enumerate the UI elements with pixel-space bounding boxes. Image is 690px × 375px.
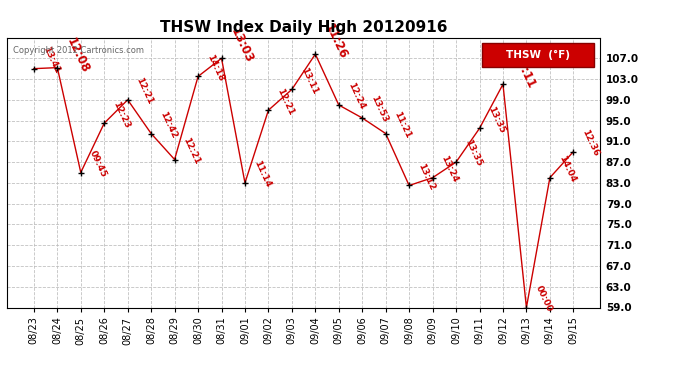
Text: Copyright 2012 Cartronics.com: Copyright 2012 Cartronics.com [13, 46, 144, 55]
Text: 13:35: 13:35 [463, 138, 483, 168]
Text: 09:45: 09:45 [88, 149, 108, 178]
Text: 11:14: 11:14 [252, 159, 273, 189]
Text: 00:00: 00:00 [533, 284, 553, 314]
Text: 11:26: 11:26 [322, 22, 350, 61]
Text: 12:36: 12:36 [580, 128, 600, 158]
Text: 11:21: 11:21 [393, 110, 413, 140]
Text: 13:41: 13:41 [41, 45, 61, 75]
Text: 12:23: 12:23 [111, 100, 131, 129]
Text: 13:53: 13:53 [369, 94, 389, 124]
Text: 13:35: 13:35 [486, 105, 506, 135]
Text: 12:21: 12:21 [181, 136, 201, 166]
Text: 13:11: 13:11 [510, 52, 538, 92]
Title: THSW Index Daily High 20120916: THSW Index Daily High 20120916 [160, 20, 447, 35]
Text: 12:21: 12:21 [135, 76, 155, 106]
Text: 13:12: 13:12 [416, 162, 436, 192]
Text: 13:03: 13:03 [228, 26, 256, 65]
FancyBboxPatch shape [482, 43, 594, 67]
Text: 13:24: 13:24 [440, 154, 460, 184]
Text: 14:18: 14:18 [205, 53, 226, 82]
Text: 13:11: 13:11 [299, 66, 319, 96]
Text: 12:08: 12:08 [64, 35, 92, 75]
Text: 12:42: 12:42 [158, 110, 179, 140]
Text: 14:04: 14:04 [557, 154, 577, 184]
Text: THSW  (°F): THSW (°F) [506, 50, 570, 60]
Text: 12:24: 12:24 [346, 81, 366, 111]
Text: 12:21: 12:21 [275, 87, 295, 116]
